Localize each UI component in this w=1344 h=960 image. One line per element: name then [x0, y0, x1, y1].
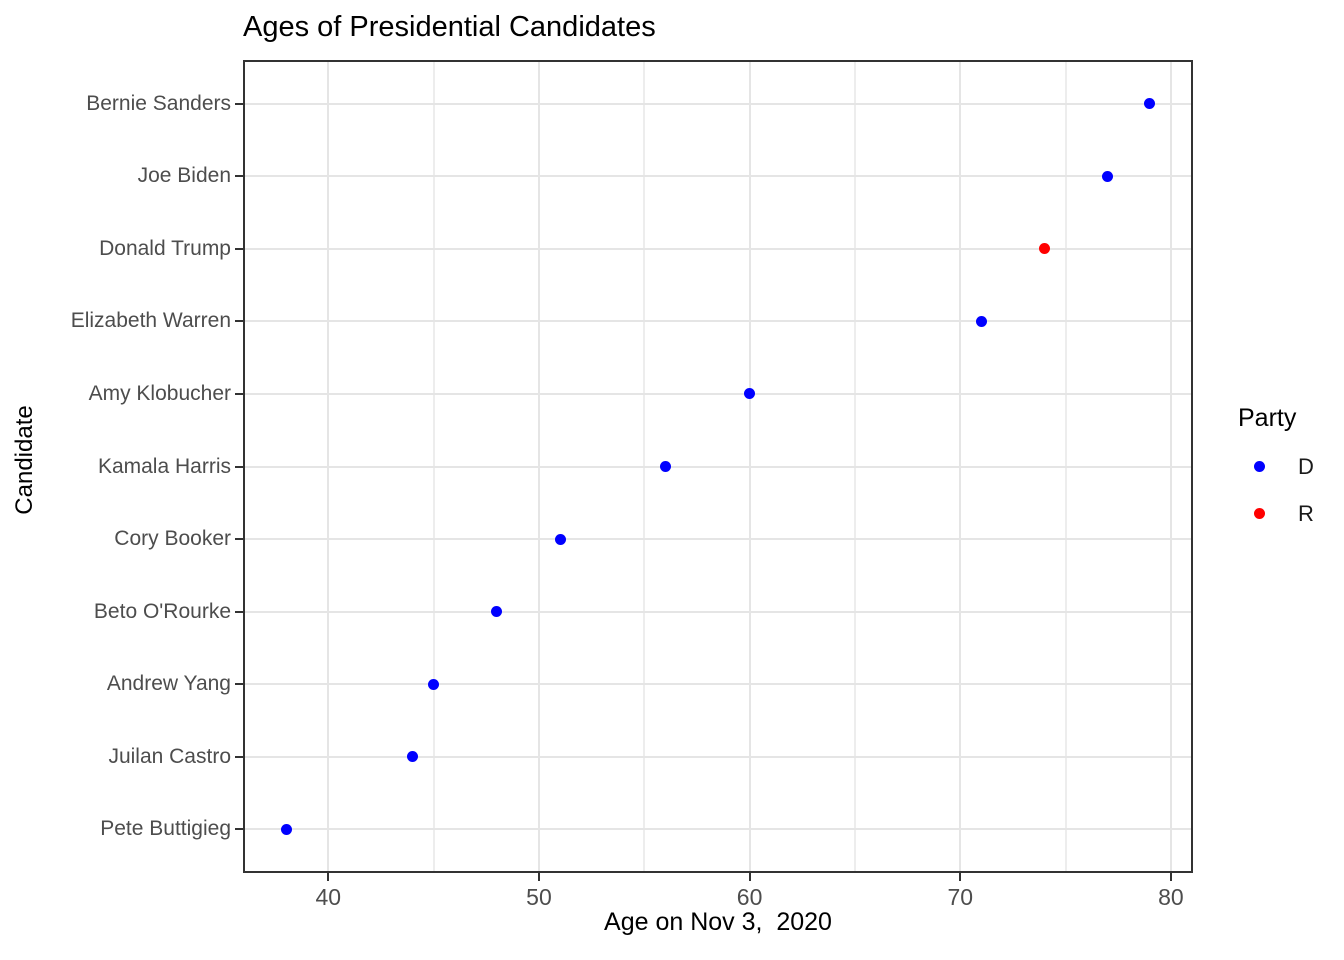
y-tick-label: Andrew Yang: [106, 672, 231, 696]
y-axis-tick: [235, 175, 243, 178]
x-tick-label: 80: [1158, 884, 1184, 910]
data-point: [1102, 170, 1114, 182]
y-axis-tick: [235, 828, 243, 831]
x-axis-tick: [748, 873, 751, 881]
legend-item-r: R: [1238, 490, 1314, 537]
x-axis-title: Age on Nov 3, 2020: [604, 908, 832, 936]
y-gridline: [245, 465, 1191, 468]
y-tick-label: Pete Buttigieg: [100, 817, 231, 841]
legend-key-d-icon: [1254, 461, 1265, 472]
y-tick-label: Joe Biden: [137, 164, 231, 188]
data-point: [1144, 98, 1156, 110]
x-axis-tick: [959, 873, 962, 881]
plot-panel: [243, 60, 1193, 873]
y-tick-label: Elizabeth Warren: [70, 309, 231, 333]
y-gridline: [245, 392, 1191, 395]
y-axis-tick: [235, 683, 243, 686]
y-gridline: [245, 828, 1191, 831]
chart-title: Ages of Presidential Candidates: [243, 11, 656, 43]
y-axis-tick: [235, 392, 243, 395]
y-tick-label: Juilan Castro: [108, 744, 231, 768]
data-point: [280, 823, 292, 835]
y-axis-tick: [235, 247, 243, 250]
data-point: [554, 533, 566, 545]
y-tick-label: Kamala Harris: [97, 454, 231, 478]
data-point: [491, 606, 503, 618]
data-point: [975, 315, 987, 327]
x-tick-label: 50: [526, 884, 552, 910]
y-axis-tick: [235, 755, 243, 758]
y-gridline: [245, 102, 1191, 105]
y-tick-label: Cory Booker: [114, 527, 231, 551]
y-axis-tick: [235, 538, 243, 541]
y-gridline: [245, 175, 1191, 178]
legend-key-r-icon: [1254, 508, 1265, 519]
y-gridline: [245, 538, 1191, 541]
legend: Party D R: [1238, 404, 1314, 537]
y-tick-label: Bernie Sanders: [86, 91, 231, 115]
legend-item-d: D: [1238, 443, 1314, 490]
data-point: [744, 388, 756, 400]
y-gridline: [245, 610, 1191, 613]
legend-label-r: R: [1298, 500, 1314, 526]
x-tick-label: 70: [947, 884, 974, 910]
y-gridline: [245, 755, 1191, 758]
y-gridline: [245, 320, 1191, 323]
legend-title: Party: [1238, 404, 1297, 432]
y-tick-label: Donald Trump: [99, 236, 231, 260]
data-point: [428, 678, 440, 690]
data-point: [407, 751, 419, 763]
y-tick-label: Amy Klobucher: [88, 381, 231, 405]
x-tick-label: 40: [315, 884, 342, 910]
x-axis-tick: [327, 873, 330, 881]
y-axis-tick: [235, 465, 243, 468]
y-axis-tick: [235, 610, 243, 613]
legend-label-d: D: [1298, 453, 1314, 479]
data-point: [1038, 243, 1050, 255]
x-axis-tick: [537, 873, 540, 881]
data-point: [659, 461, 671, 472]
y-axis-tick: [235, 320, 243, 323]
y-axis-tick: [235, 102, 243, 105]
x-tick-label: 60: [736, 884, 763, 910]
y-tick-label: Beto O'Rourke: [93, 599, 231, 623]
x-axis-tick: [1169, 873, 1172, 881]
y-gridline: [245, 683, 1191, 686]
y-gridline: [245, 247, 1191, 250]
